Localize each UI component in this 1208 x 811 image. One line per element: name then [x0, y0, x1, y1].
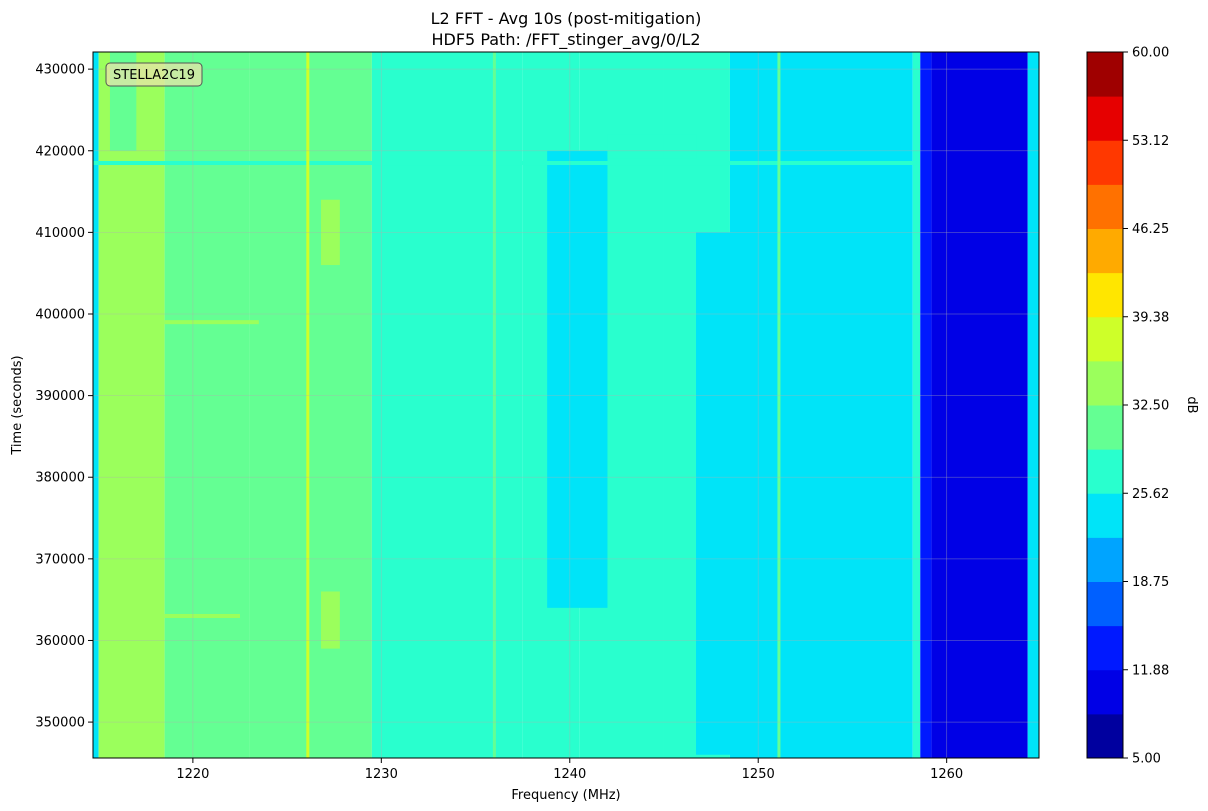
chart-subtitle: HDF5 Path: /FFT_stinger_avg/0/L2 — [432, 30, 701, 50]
frequency-band — [93, 52, 99, 758]
y-axis-ticks: 350000 360000 370000 380000 390000 400000 4100… — [35, 63, 93, 731]
narrowband-line — [492, 52, 496, 758]
y-tick-label: 380000 — [35, 471, 85, 486]
colorbar-segment — [1087, 581, 1123, 627]
colorbar-segment — [1087, 449, 1123, 494]
narrowband-line — [777, 52, 781, 758]
frequency-band — [920, 52, 932, 758]
frequency-band — [164, 52, 250, 758]
y-tick-label: 420000 — [35, 144, 85, 159]
colorbar-segment — [1087, 360, 1123, 406]
x-axis-ticks: 1220 1230 1240 1250 1260 — [176, 758, 963, 782]
colorbar-tick-label: 18.75 — [1132, 575, 1169, 590]
colorbar — [1086, 51, 1124, 759]
colorbar-ticks: 5.00 11.88 18.75 25.62 32.50 39.38 46.25 53.12 6… — [1123, 46, 1169, 767]
y-tick-label: 430000 — [35, 63, 85, 78]
colorbar-segment — [1087, 493, 1123, 538]
heatmap-patch — [321, 591, 340, 649]
time-event-line — [164, 320, 259, 325]
x-tick-label: 1240 — [553, 767, 586, 782]
annotation-box: STELLA2C19 — [105, 62, 203, 87]
colorbar-segment — [1087, 669, 1123, 715]
x-tick-label: 1220 — [176, 767, 209, 782]
x-tick-label: 1260 — [930, 767, 963, 782]
y-tick-label: 410000 — [35, 226, 85, 241]
y-tick-label: 360000 — [35, 634, 85, 649]
colorbar-segment — [1087, 52, 1123, 97]
x-tick-label: 1250 — [742, 767, 775, 782]
y-tick-label: 350000 — [35, 716, 85, 731]
frequency-band — [249, 52, 372, 758]
heatmap-plot-area[interactable] — [93, 52, 1039, 758]
x-tick-label: 1230 — [365, 767, 398, 782]
heatmap-patch — [321, 199, 340, 266]
colorbar-tick-label: 32.50 — [1132, 399, 1169, 414]
colorbar-tick-label: 5.00 — [1132, 752, 1161, 767]
colorbar-segment — [1087, 228, 1123, 274]
frequency-band — [371, 52, 523, 758]
frequency-band — [729, 52, 913, 758]
chart-title: L2 FFT - Avg 10s (post-mitigation) — [431, 9, 702, 28]
heatmap-patch — [547, 150, 608, 608]
y-tick-label: 400000 — [35, 307, 85, 322]
y-tick-label: 370000 — [35, 552, 85, 567]
colorbar-segment — [1087, 713, 1123, 759]
colorbar-tick-label: 60.00 — [1132, 46, 1169, 61]
annotation-label: STELLA2C19 — [113, 68, 195, 83]
y-tick-label: 390000 — [35, 389, 85, 404]
colorbar-segment — [1087, 625, 1123, 671]
colorbar-segment — [1087, 316, 1123, 362]
frequency-band — [931, 52, 1028, 758]
heatmap-patch — [696, 232, 740, 755]
colorbar-segment — [1087, 140, 1123, 185]
narrowband-line — [306, 52, 310, 758]
colorbar-segment — [1087, 272, 1123, 318]
colorbar-segment — [1087, 537, 1123, 582]
heatmap-patch — [607, 134, 697, 159]
frequency-band — [1027, 52, 1039, 758]
colorbar-segment — [1087, 96, 1123, 141]
frequency-band — [98, 52, 165, 758]
colorbar-tick-label: 39.38 — [1132, 310, 1169, 325]
y-axis-label: Time (seconds) — [10, 355, 25, 455]
grid-lines — [93, 52, 1039, 758]
colorbar-tick-label: 53.12 — [1132, 134, 1169, 149]
time-event-line — [93, 161, 917, 166]
time-event-line — [164, 613, 240, 618]
frequency-band — [912, 52, 921, 758]
colorbar-segment — [1087, 405, 1123, 450]
colorbar-label: dB — [1184, 396, 1199, 413]
x-axis-label: Frequency (MHz) — [511, 788, 620, 803]
colorbar-tick-label: 11.88 — [1132, 663, 1169, 678]
colorbar-segment — [1087, 184, 1123, 229]
colorbar-tick-label: 46.25 — [1132, 222, 1169, 237]
plot-frame — [92, 51, 1040, 759]
colorbar-tick-label: 25.62 — [1132, 487, 1169, 502]
